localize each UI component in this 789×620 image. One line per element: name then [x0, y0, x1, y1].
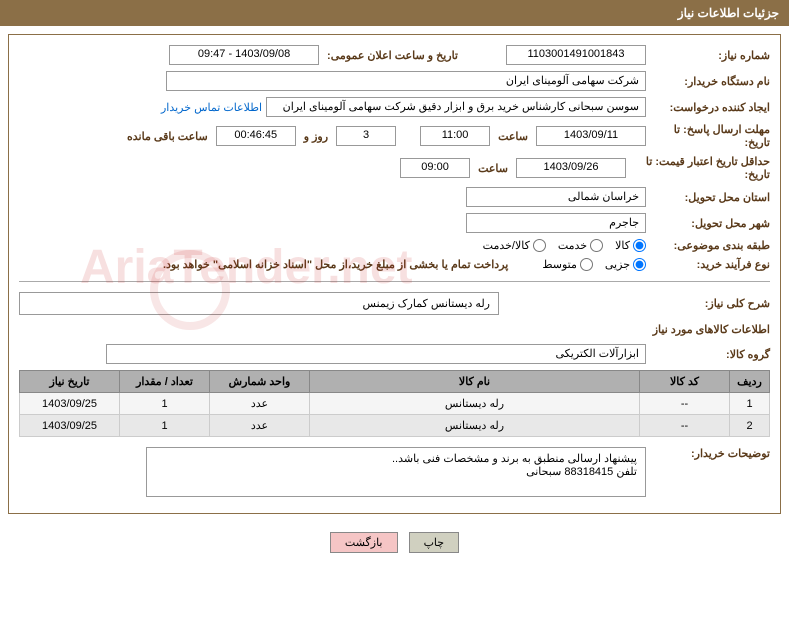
table-row: 2 -- رله دیستانس عدد 1 1403/09/25	[20, 415, 770, 437]
radio-medium[interactable]	[580, 258, 593, 271]
cell-qty: 1	[120, 415, 210, 437]
cell-row: 2	[730, 415, 770, 437]
deadline-date-field: 1403/09/11	[536, 126, 646, 146]
buyer-notes-field: پیشنهاد ارسالی منطبق به برند و مشخصات فن…	[146, 447, 646, 497]
divider-1	[19, 281, 770, 282]
button-row: چاپ بازگشت	[0, 522, 789, 563]
buyer-org-label: نام دستگاه خریدار:	[650, 75, 770, 88]
payment-note: پرداخت تمام یا بخشی از مبلغ خرید،از محل …	[163, 258, 508, 271]
buyer-org-field: شرکت سهامی آلومینای ایران	[166, 71, 646, 91]
announce-date-label: تاریخ و ساعت اعلان عمومی:	[323, 49, 462, 62]
days-remaining-field: 3	[336, 126, 396, 146]
cell-name: رله دیستانس	[310, 393, 640, 415]
radio-partial-label: جزیی	[605, 258, 630, 271]
th-name: نام کالا	[310, 371, 640, 393]
th-unit: واحد شمارش	[210, 371, 310, 393]
main-content: شماره نیاز: 1103001491001843 تاریخ و ساع…	[8, 34, 781, 514]
requester-field: سوسن سبحانی کارشناس خرید برق و ابزار دقی…	[266, 97, 646, 117]
radio-goods[interactable]	[633, 239, 646, 252]
need-number-field: 1103001491001843	[506, 45, 646, 65]
page-header: جزئیات اطلاعات نیاز	[0, 0, 789, 26]
th-date: تاریخ نیاز	[20, 371, 120, 393]
radio-goods-service-label: کالا/خدمت	[483, 239, 530, 252]
cell-date: 1403/09/25	[20, 393, 120, 415]
print-button[interactable]: چاپ	[409, 532, 460, 553]
cell-unit: عدد	[210, 415, 310, 437]
delivery-city-field: جاجرم	[466, 213, 646, 233]
cell-row: 1	[730, 393, 770, 415]
days-label: روز و	[300, 130, 332, 143]
delivery-province-label: استان محل تحویل:	[650, 191, 770, 204]
category-radio-group: کالا خدمت کالا/خدمت	[483, 239, 646, 252]
th-code: کد کالا	[640, 371, 730, 393]
need-desc-label: شرح کلی نیاز:	[650, 297, 770, 310]
radio-partial[interactable]	[633, 258, 646, 271]
cell-name: رله دیستانس	[310, 415, 640, 437]
page-title: جزئیات اطلاعات نیاز	[678, 6, 779, 20]
back-button[interactable]: بازگشت	[330, 532, 398, 553]
goods-table: ردیف کد کالا نام کالا واحد شمارش تعداد /…	[19, 370, 770, 437]
cell-unit: عدد	[210, 393, 310, 415]
category-label: طبقه بندی موضوعی:	[650, 239, 770, 252]
remaining-label: ساعت باقی مانده	[123, 130, 212, 143]
cell-qty: 1	[120, 393, 210, 415]
requester-label: ایجاد کننده درخواست:	[650, 101, 770, 114]
time-label-1: ساعت	[494, 130, 532, 143]
table-row: 1 -- رله دیستانس عدد 1 1403/09/25	[20, 393, 770, 415]
countdown-field: 00:46:45	[216, 126, 296, 146]
cell-code: --	[640, 415, 730, 437]
purchase-type-label: نوع فرآیند خرید:	[650, 258, 770, 271]
radio-service-label: خدمت	[558, 239, 587, 252]
radio-medium-label: متوسط	[542, 258, 577, 271]
validity-date-field: 1403/09/26	[516, 158, 626, 178]
need-desc-field: رله دیستانس کمارک زیمنس	[19, 292, 499, 315]
validity-time-field: 09:00	[400, 158, 470, 178]
th-row: ردیف	[730, 371, 770, 393]
goods-group-label: گروه کالا:	[650, 348, 770, 361]
buyer-notes-label: توضیحات خریدار:	[650, 447, 770, 460]
need-number-label: شماره نیاز:	[650, 49, 770, 62]
announce-date-field: 1403/09/08 - 09:47	[169, 45, 319, 65]
cell-code: --	[640, 393, 730, 415]
validity-label: حداقل تاریخ اعتبار قیمت: تا تاریخ:	[630, 155, 770, 181]
deadline-label: مهلت ارسال پاسخ: تا تاریخ:	[650, 123, 770, 149]
deadline-time-field: 11:00	[420, 126, 490, 146]
radio-goods-label: کالا	[615, 239, 630, 252]
radio-service[interactable]	[590, 239, 603, 252]
th-qty: تعداد / مقدار	[120, 371, 210, 393]
delivery-city-label: شهر محل تحویل:	[650, 217, 770, 230]
cell-date: 1403/09/25	[20, 415, 120, 437]
radio-goods-service[interactable]	[533, 239, 546, 252]
time-label-2: ساعت	[474, 162, 512, 175]
goods-info-title: اطلاعات کالاهای مورد نیاز	[19, 323, 770, 336]
purchase-radio-group: جزیی متوسط	[542, 258, 646, 271]
goods-group-field: ابزارآلات الکتریکی	[106, 344, 646, 364]
delivery-province-field: خراسان شمالی	[466, 187, 646, 207]
contact-link[interactable]: اطلاعات تماس خریدار	[161, 101, 262, 114]
